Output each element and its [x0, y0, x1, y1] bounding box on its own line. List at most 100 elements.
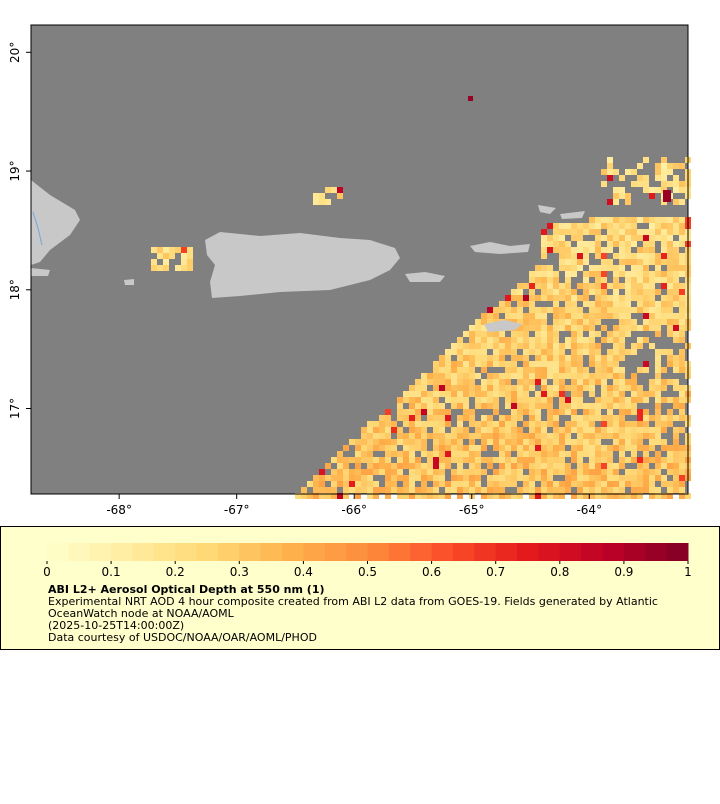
aerosol-pixel [457, 475, 463, 481]
aerosol-pixel [451, 367, 457, 373]
aerosol-pixel [619, 463, 625, 469]
aerosol-pixel [655, 403, 661, 409]
aerosol-pixel [403, 409, 409, 415]
aerosol-pixel [679, 283, 685, 289]
aerosol-pixel [655, 463, 661, 469]
aerosol-pixel [625, 307, 631, 313]
aerosol-pixel [631, 445, 637, 451]
aerosol-pixel [541, 325, 547, 331]
aerosol-pixel [511, 445, 517, 451]
aerosol-pixel [541, 481, 547, 487]
aerosol-pixel [541, 247, 547, 253]
aerosol-pixel [481, 367, 487, 373]
aerosol-pixel [493, 433, 499, 439]
aerosol-pixel [505, 481, 511, 487]
aerosol-pixel [451, 481, 457, 487]
aerosol-pixel [559, 241, 565, 247]
aerosol-pixel [541, 343, 547, 349]
aerosol-pixel [547, 415, 553, 421]
aerosol-pixel [493, 439, 499, 445]
aerosol-pixel [463, 367, 469, 373]
aerosol-pixel [607, 313, 613, 319]
aerosol-pixel [637, 181, 643, 187]
aerosol-pixel [595, 319, 601, 325]
colorbar-segment [388, 543, 411, 561]
aerosol-pixel [613, 445, 619, 451]
aerosol-pixel [469, 481, 475, 487]
aerosol-pixel [505, 457, 511, 463]
aerosol-pixel [547, 361, 553, 367]
aerosol-pixel [601, 235, 607, 241]
aerosol-pixel [415, 463, 421, 469]
aerosol-pixel [337, 493, 343, 499]
aerosol-pixel [487, 373, 493, 379]
aerosol-pixel [445, 385, 451, 391]
aerosol-pixel [517, 409, 523, 415]
aerosol-pixel [541, 403, 547, 409]
aerosol-pixel [547, 451, 553, 457]
aerosol-pixel [475, 475, 481, 481]
aerosol-pixel [535, 415, 541, 421]
aerosol-pixel [523, 361, 529, 367]
aerosol-pixel [175, 265, 181, 271]
aerosol-pixel [559, 295, 565, 301]
aerosol-pixel [589, 349, 595, 355]
aerosol-pixel [493, 469, 499, 475]
aerosol-pixel [367, 475, 373, 481]
aerosol-pixel [493, 493, 499, 499]
aerosol-pixel [541, 289, 547, 295]
aerosol-pixel [439, 439, 445, 445]
aerosol-pixel [499, 487, 505, 493]
aerosol-pixel [421, 463, 427, 469]
aerosol-pixel [631, 325, 637, 331]
aerosol-pixel [601, 295, 607, 301]
aerosol-pixel [169, 253, 175, 259]
aerosol-pixel [565, 397, 571, 403]
aerosol-pixel [361, 487, 367, 493]
aerosol-pixel [613, 337, 619, 343]
aerosol-pixel [523, 391, 529, 397]
aerosol-pixel [631, 373, 637, 379]
aerosol-pixel [607, 199, 613, 205]
aerosol-pixel [649, 343, 655, 349]
aerosol-pixel [601, 283, 607, 289]
aerosol-pixel [469, 379, 475, 385]
aerosol-pixel [439, 403, 445, 409]
colorbar-segment [538, 543, 561, 561]
aerosol-pixel [493, 361, 499, 367]
land [31, 268, 50, 276]
aerosol-pixel [589, 361, 595, 367]
aerosol-pixel [475, 349, 481, 355]
aerosol-pixel [469, 361, 475, 367]
aerosol-pixel [505, 415, 511, 421]
aerosol-pixel [535, 343, 541, 349]
aerosol-pixel [535, 493, 541, 499]
aerosol-pixel [493, 427, 499, 433]
aerosol-pixel [667, 469, 673, 475]
colorbar: 0 0.1 0.2 0.3 0.4 0.5 0.6 0.7 0.8 0.9 1 [43, 543, 692, 579]
aerosol-pixel [649, 259, 655, 265]
aerosol-pixel [511, 367, 517, 373]
aerosol-pixel [559, 451, 565, 457]
aerosol-pixel [667, 481, 673, 487]
aerosol-pixel [337, 457, 343, 463]
aerosol-pixel [499, 469, 505, 475]
aerosol-pixel [613, 223, 619, 229]
aerosol-pixel [559, 493, 565, 499]
aerosol-pixel [601, 313, 607, 319]
aerosol-pixel [469, 463, 475, 469]
aerosol-pixel [355, 463, 361, 469]
aerosol-pixel [565, 229, 571, 235]
aerosol-pixel [667, 421, 673, 427]
aerosol-pixel [673, 457, 679, 463]
aerosol-pixel [559, 487, 565, 493]
aerosol-pixel [541, 379, 547, 385]
aerosol-pixel [451, 475, 457, 481]
aerosol-pixel [613, 385, 619, 391]
aerosol-pixel [601, 337, 607, 343]
aerosol-pixel [523, 367, 529, 373]
aerosol-pixel [385, 433, 391, 439]
aerosol-pixel [589, 469, 595, 475]
aerosol-pixel [415, 421, 421, 427]
aerosol-pixel [661, 319, 667, 325]
